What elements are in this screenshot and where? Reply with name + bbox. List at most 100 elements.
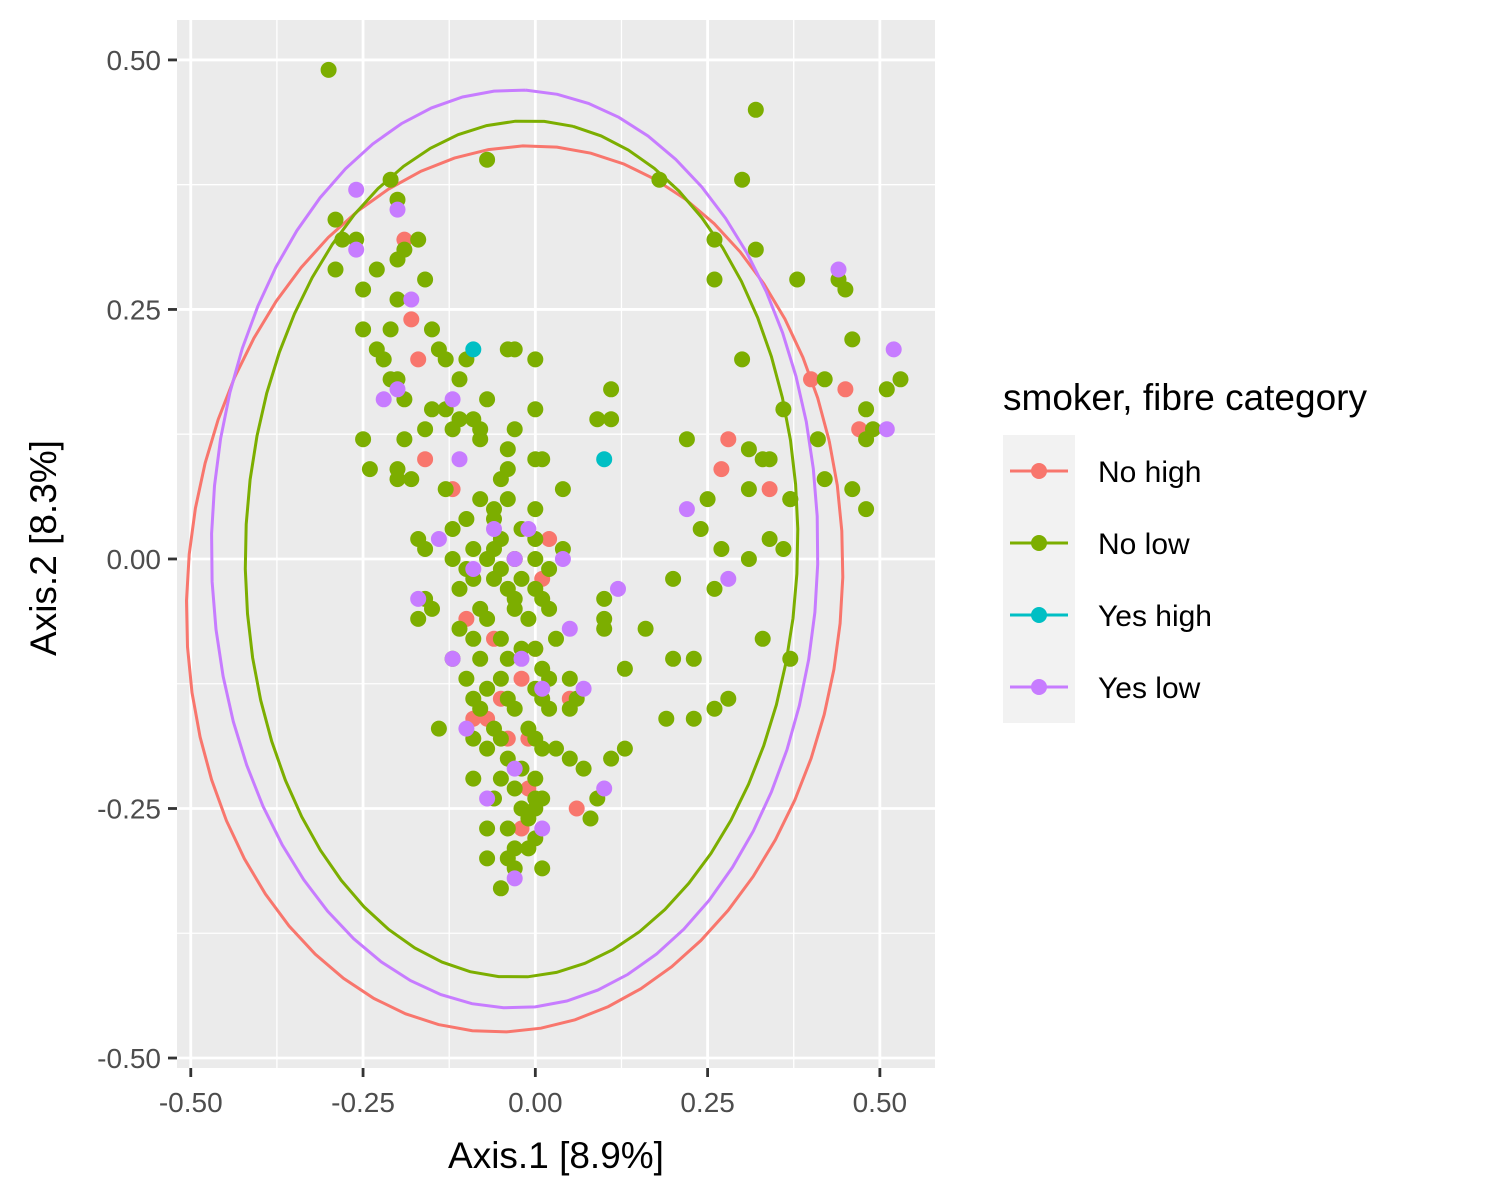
point-yes-low — [451, 451, 468, 468]
point-no-low — [678, 431, 695, 448]
point-no-low — [479, 680, 496, 697]
point-no-low — [375, 351, 392, 368]
point-no-low — [582, 810, 599, 827]
point-no-low — [382, 321, 399, 338]
point-no-low — [706, 271, 723, 288]
point-no-low — [499, 650, 516, 667]
point-no-low — [410, 610, 427, 627]
point-no-low — [499, 441, 516, 458]
point-yes-low — [520, 521, 537, 537]
point-no-low — [740, 441, 757, 458]
point-no-low — [589, 411, 606, 428]
x-tick-label: -0.25 — [331, 1087, 395, 1118]
point-no-low — [451, 580, 468, 597]
point-no-low — [837, 281, 854, 298]
point-no-low — [492, 471, 509, 488]
point-yes-low — [348, 181, 365, 198]
point-yes-low — [375, 391, 392, 408]
point-no-low — [499, 491, 516, 508]
point-no-low — [492, 630, 509, 647]
point-yes-low — [678, 501, 695, 518]
point-no-low — [706, 700, 723, 717]
point-no-low — [616, 740, 633, 757]
point-no-low — [548, 630, 564, 647]
point-yes-high — [465, 341, 482, 358]
point-no-low — [492, 880, 509, 897]
point-no-low — [616, 660, 633, 677]
point-no-low — [534, 860, 551, 877]
point-no-low — [465, 770, 482, 787]
point-no-low — [685, 650, 702, 667]
legend-key-background — [1003, 435, 1075, 723]
point-no-high — [403, 311, 420, 328]
point-yes-low — [389, 201, 406, 218]
point-no-low — [437, 351, 454, 368]
point-no-low — [747, 241, 764, 258]
point-no-low — [809, 431, 826, 448]
point-no-low — [410, 231, 427, 248]
point-no-low — [734, 171, 751, 188]
legend-entry-label: No low — [1098, 528, 1190, 561]
point-no-low — [486, 570, 502, 587]
point-no-low — [747, 101, 764, 118]
point-no-low — [492, 770, 509, 787]
point-no-low — [479, 850, 496, 867]
point-no-high — [803, 371, 819, 388]
point-no-low — [492, 730, 509, 747]
point-no-low — [740, 481, 757, 498]
point-no-low — [720, 690, 737, 707]
y-tick-label: 0.50 — [107, 45, 162, 76]
point-no-low — [327, 261, 344, 278]
point-no-low — [513, 570, 530, 587]
point-no-low — [603, 750, 620, 767]
point-no-low — [458, 511, 475, 527]
point-no-low — [541, 561, 558, 577]
x-axis: -0.50 -0.25 0.00 0.25 0.50 — [159, 1068, 907, 1118]
point-no-low — [858, 401, 875, 418]
point-no-low — [658, 710, 675, 727]
point-yes-low — [561, 620, 578, 637]
point-yes-low — [506, 760, 523, 777]
point-no-high — [837, 381, 854, 398]
point-no-low — [430, 720, 447, 737]
point-no-low — [782, 491, 799, 508]
point-no-low — [472, 491, 489, 508]
point-no-low — [417, 271, 434, 288]
point-no-low — [389, 251, 406, 268]
point-no-low — [472, 650, 489, 667]
ellipse-no-low — [243, 119, 800, 979]
point-no-low — [775, 541, 792, 557]
point-yes-low — [610, 580, 626, 597]
point-no-low — [479, 820, 496, 837]
point-no-low — [417, 541, 434, 557]
point-yes-high — [596, 451, 613, 468]
point-no-high — [541, 531, 558, 547]
point-no-low — [665, 570, 682, 587]
y-tick-label: -0.25 — [97, 793, 161, 824]
point-no-low — [479, 551, 496, 567]
point-no-low — [527, 770, 544, 787]
point-no-low — [858, 501, 875, 518]
point-no-low — [424, 401, 440, 418]
point-no-low — [706, 580, 723, 597]
point-yes-low — [479, 790, 496, 807]
point-no-low — [534, 451, 551, 468]
data-points — [320, 61, 909, 897]
point-no-low — [492, 670, 509, 687]
point-no-low — [499, 341, 516, 358]
legend-key-dot — [1031, 463, 1047, 479]
point-no-low — [327, 211, 344, 228]
point-no-low — [734, 351, 751, 368]
legend-entry-label: No high — [1098, 456, 1201, 489]
legend-key-dot — [1031, 607, 1047, 623]
point-no-low — [699, 491, 716, 508]
point-no-low — [761, 531, 778, 547]
point-no-high — [410, 351, 427, 368]
point-yes-low — [444, 650, 461, 667]
point-yes-low — [458, 720, 475, 737]
point-no-low — [692, 521, 709, 537]
point-no-high — [720, 431, 737, 448]
point-no-low — [548, 740, 564, 757]
point-no-low — [534, 740, 551, 757]
